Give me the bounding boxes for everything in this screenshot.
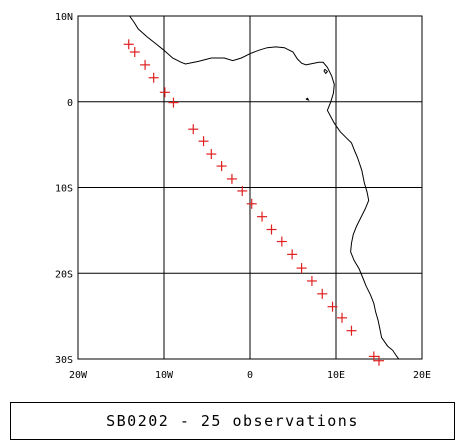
observation-markers [123,39,384,366]
x-axis-tick-labels: 20W 10W 0 10E 20E [69,370,431,381]
x-tick-label: 0 [247,370,253,381]
observation-marker [123,39,134,50]
observation-marker [374,355,384,366]
observation-marker [296,263,307,274]
x-tick-label: 10W [155,370,174,381]
observation-marker [276,236,287,247]
observation-marker [168,97,179,108]
observation-marker [129,47,140,58]
y-tick-label: 30S [55,355,73,366]
observation-marker [257,211,268,222]
caption-box: SB0202 - 25 observations [10,402,455,440]
y-tick-label: 0 [67,98,73,109]
observation-marker [306,275,317,286]
coastline-path [129,15,400,360]
x-tick-label: 20E [413,370,431,381]
observation-marker [368,351,379,362]
observation-marker [237,185,248,196]
island-outline [305,97,310,101]
observation-marker [140,59,151,70]
caption-text: SB0202 - 25 observations [106,412,359,430]
y-tick-label: 10S [55,184,73,195]
y-axis-tick-labels: 10N 0 10S 20S 30S [55,12,73,366]
observation-marker [317,288,328,299]
observation-marker [246,198,257,209]
y-tick-label: 10N [55,12,73,23]
observation-marker [327,301,338,312]
observation-marker [226,173,237,184]
observation-marker [148,72,159,83]
island-outline [323,68,329,75]
observation-marker [188,124,199,135]
grid-lines [77,15,423,360]
observation-marker [198,136,209,147]
observation-marker [346,325,357,336]
y-tick-label: 20S [55,269,73,280]
observation-marker [216,161,227,172]
map-plot: 20W 10W 0 10E 20E 10N 0 10S 20S 30S [55,12,431,381]
x-tick-label: 10E [327,370,345,381]
observation-marker [287,249,298,260]
observation-marker [206,149,217,160]
coastline [129,15,400,360]
x-tick-label: 20W [69,370,88,381]
observation-marker [337,312,348,323]
observation-marker [159,87,170,98]
observation-marker [266,224,277,235]
